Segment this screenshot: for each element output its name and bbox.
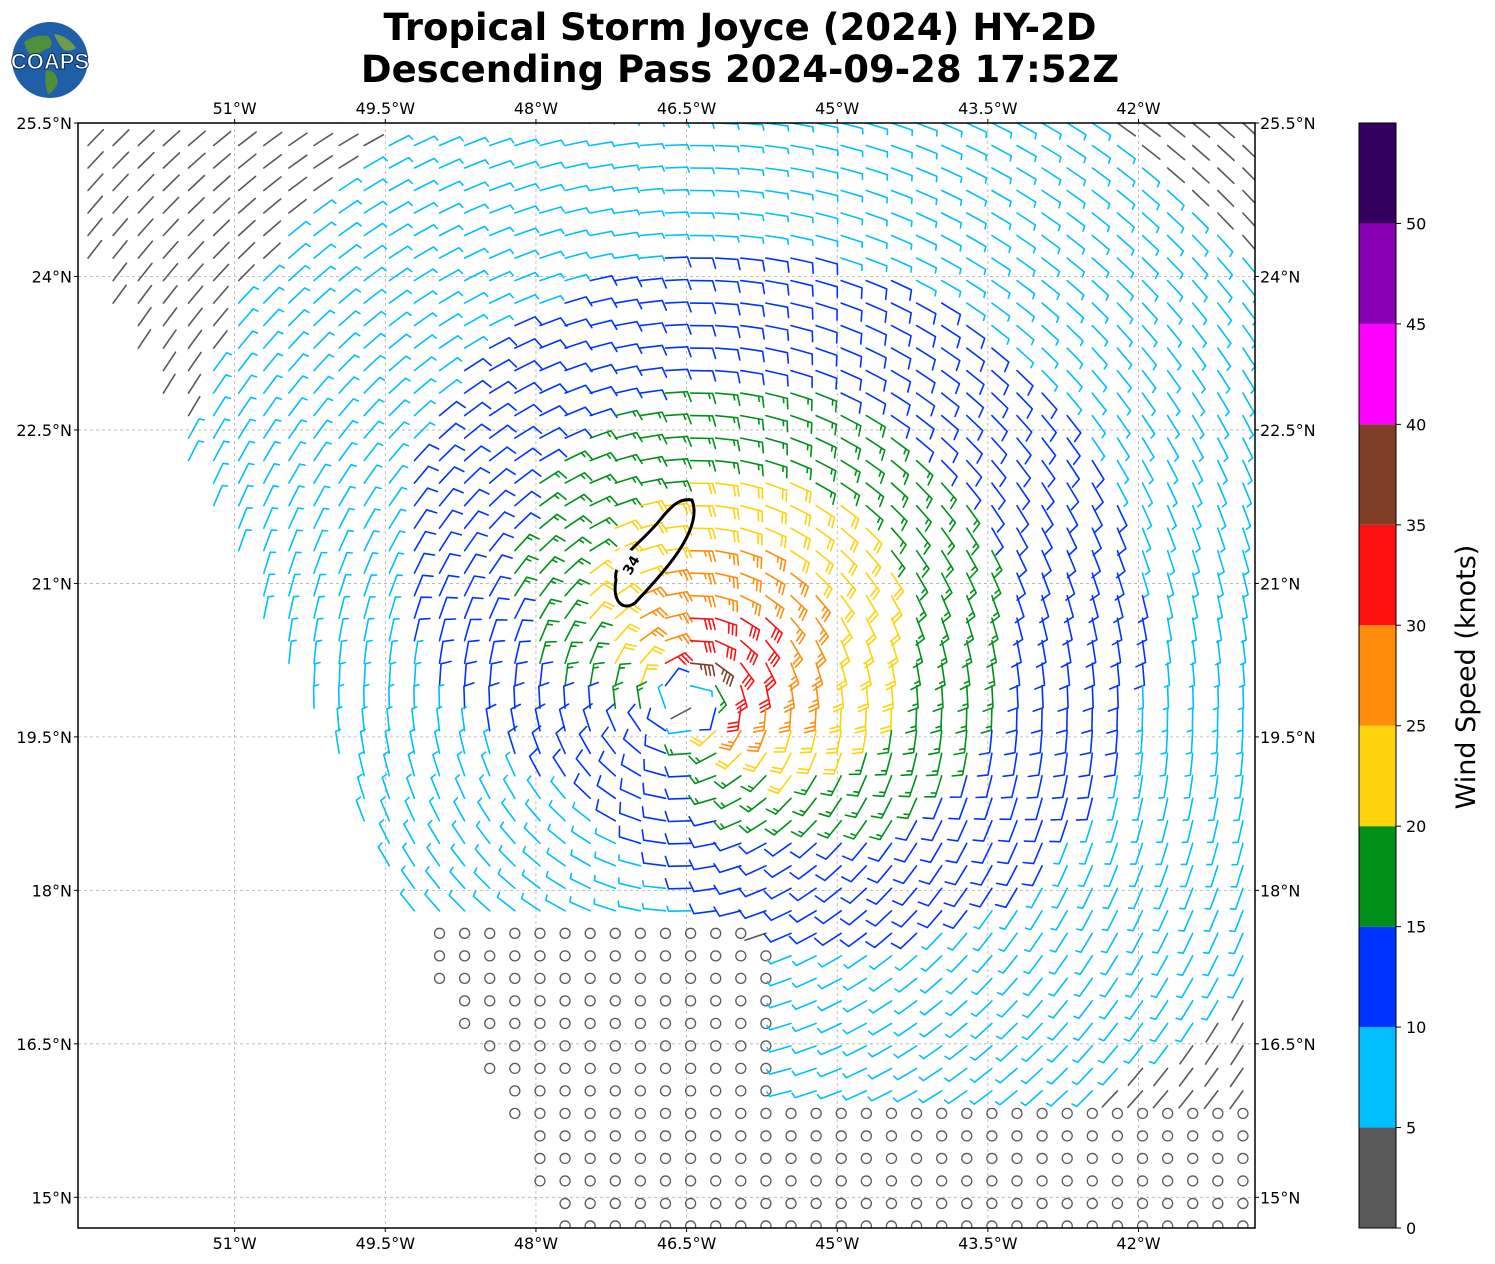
colorbar-tick-label: 5 [1406, 1119, 1416, 1138]
lon-tick-label-bottom: 49.5°W [356, 1234, 416, 1253]
map-axis-ticks: 51°W 51°W 49.5°W 49.5°W 48°W 48°W 46.5°W 46.5°W… [16, 99, 1315, 1253]
lat-tick-label-right: 24°N [1260, 267, 1300, 286]
lon-tick-label-top: 51°W [213, 99, 257, 118]
wind-barbs [87, 123, 1255, 1228]
colorbar-segment [1359, 926, 1396, 1028]
lon-tick-label-bottom: 51°W [213, 1234, 257, 1253]
lat-tick-label-left: 15°N [32, 1188, 72, 1207]
colorbar-segment [1359, 223, 1396, 324]
coaps-logo: COAPS [10, 22, 90, 98]
colorbar-tick-label: 50 [1406, 214, 1426, 233]
lon-tick-label-top: 49.5°W [356, 99, 416, 118]
colorbar-segment [1359, 1127, 1396, 1228]
colorbar-tick-label: 10 [1406, 1018, 1426, 1037]
lat-tick-label-left: 24°N [32, 267, 72, 286]
lat-tick-label-right: 19.5°N [1260, 728, 1316, 747]
wind-speed-colorbar: 0 5 10 15 20 25 30 35 40 45 50 [1358, 122, 1426, 1238]
colorbar-tick-label: 15 [1406, 918, 1426, 937]
colorbar-segment [1359, 424, 1396, 525]
colorbar-tick-label: 0 [1406, 1219, 1416, 1238]
colorbar-segment [1359, 123, 1396, 224]
colorbar-tick-label: 35 [1406, 516, 1426, 535]
colorbar-segment [1359, 826, 1396, 927]
colorbar-segment [1359, 1027, 1396, 1128]
colorbar-segment [1359, 323, 1396, 425]
lon-tick-label-top: 45°W [815, 99, 859, 118]
lon-tick-label-bottom: 42°W [1116, 1234, 1160, 1253]
colorbar-segment [1359, 625, 1396, 726]
lon-tick-label-bottom: 48°W [514, 1234, 558, 1253]
lon-tick-label-top: 46.5°W [657, 99, 717, 118]
lat-tick-label-right: 25.5°N [1260, 114, 1316, 133]
lat-tick-label-right: 21°N [1260, 574, 1300, 593]
lat-tick-label-right: 15°N [1260, 1188, 1300, 1207]
colorbar-label: Wind Speed (knots) [1451, 545, 1482, 810]
lat-tick-label-right: 18°N [1260, 881, 1300, 900]
colorbar-segment [1359, 524, 1396, 626]
lat-tick-label-left: 21°N [32, 574, 72, 593]
lat-tick-label-left: 19.5°N [16, 728, 72, 747]
colorbar-tick-label: 30 [1406, 616, 1426, 635]
lat-tick-label-left: 25.5°N [16, 114, 72, 133]
lon-tick-label-top: 43.5°W [958, 99, 1018, 118]
lat-tick-label-right: 16.5°N [1260, 1035, 1316, 1054]
lat-tick-label-right: 22.5°N [1260, 421, 1316, 440]
lon-tick-label-bottom: 46.5°W [657, 1234, 717, 1253]
wind-34kt-contour: 34 [610, 498, 696, 608]
colorbar-segment [1359, 725, 1396, 827]
logo-text: COAPS [11, 49, 89, 74]
map-title-line2: Descending Pass 2024-09-28 17:52Z [360, 48, 1120, 91]
lon-tick-label-bottom: 45°W [815, 1234, 859, 1253]
colorbar-tick-label: 20 [1406, 817, 1426, 836]
lon-tick-label-top: 42°W [1116, 99, 1160, 118]
colorbar-tick-label: 40 [1406, 415, 1426, 434]
colorbar-tick-label: 45 [1406, 315, 1426, 334]
lon-tick-label-bottom: 43.5°W [958, 1234, 1018, 1253]
map-frame [77, 122, 1256, 1229]
map-title-line1: Tropical Storm Joyce (2024) HY-2D [383, 6, 1097, 49]
lat-tick-label-left: 22.5°N [16, 421, 72, 440]
lon-tick-label-top: 48°W [514, 99, 558, 118]
lat-tick-label-left: 16.5°N [16, 1035, 72, 1054]
colorbar-tick-label: 25 [1406, 717, 1426, 736]
lat-tick-label-left: 18°N [32, 881, 72, 900]
